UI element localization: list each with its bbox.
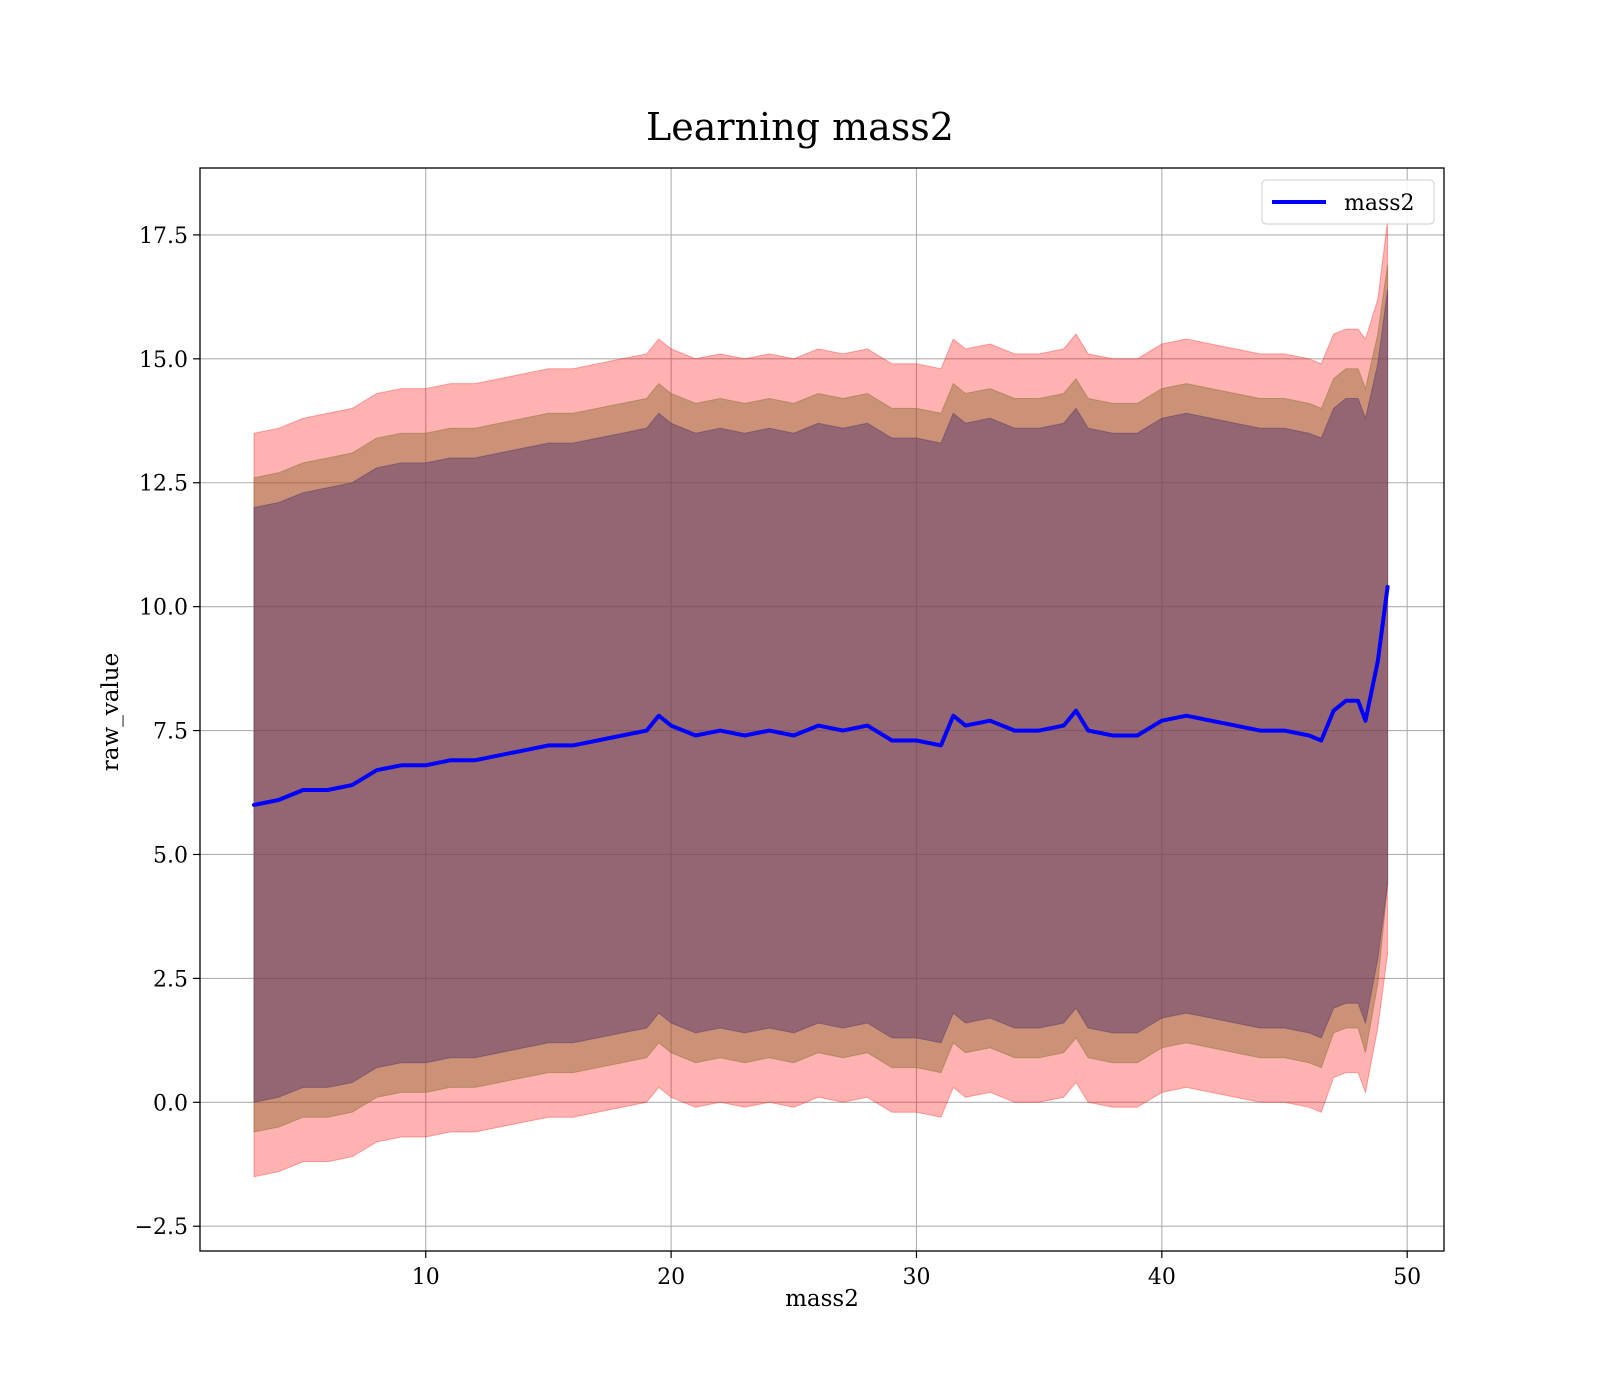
- y-tick-label: 12.5: [139, 472, 188, 497]
- x-tick-label: 20: [657, 1265, 685, 1290]
- series-lines: [252, 584, 1390, 807]
- x-tick-label: 40: [1148, 1265, 1176, 1290]
- y-axis-label: raw_value: [98, 653, 124, 771]
- legend-label-mass2: mass2: [1344, 191, 1415, 216]
- x-tick-label: 10: [412, 1265, 440, 1290]
- legend: mass2: [1261, 179, 1435, 225]
- x-axis-ticks: 10 20 30 40 50: [412, 1251, 1421, 1290]
- band-inner: [253, 289, 1389, 1103]
- series-line-mass2: [252, 584, 1390, 807]
- y-tick-label: 17.5: [139, 224, 188, 249]
- y-tick-label: 7.5: [153, 720, 188, 745]
- y-tick-label: 2.5: [153, 967, 188, 992]
- legend-box: [1261, 179, 1435, 225]
- x-axis-label: mass2: [785, 1286, 859, 1312]
- y-axis-ticks: −2.5 0.0 2.5 5.0 7.5 10.0 12.5 15.0 17.5: [135, 224, 200, 1240]
- x-tick-label: 50: [1393, 1265, 1421, 1290]
- x-tick-label: 30: [902, 1265, 930, 1290]
- confidence-bands: [253, 219, 1389, 1178]
- y-tick-label: 5.0: [153, 843, 188, 868]
- y-tick-label: 0.0: [153, 1091, 188, 1116]
- y-tick-label: −2.5: [135, 1215, 188, 1240]
- plot-frame: [199, 167, 1445, 1252]
- y-tick-label: 15.0: [139, 348, 188, 373]
- chart-title: Learning mass2: [646, 105, 954, 149]
- y-tick-label: 10.0: [139, 596, 188, 621]
